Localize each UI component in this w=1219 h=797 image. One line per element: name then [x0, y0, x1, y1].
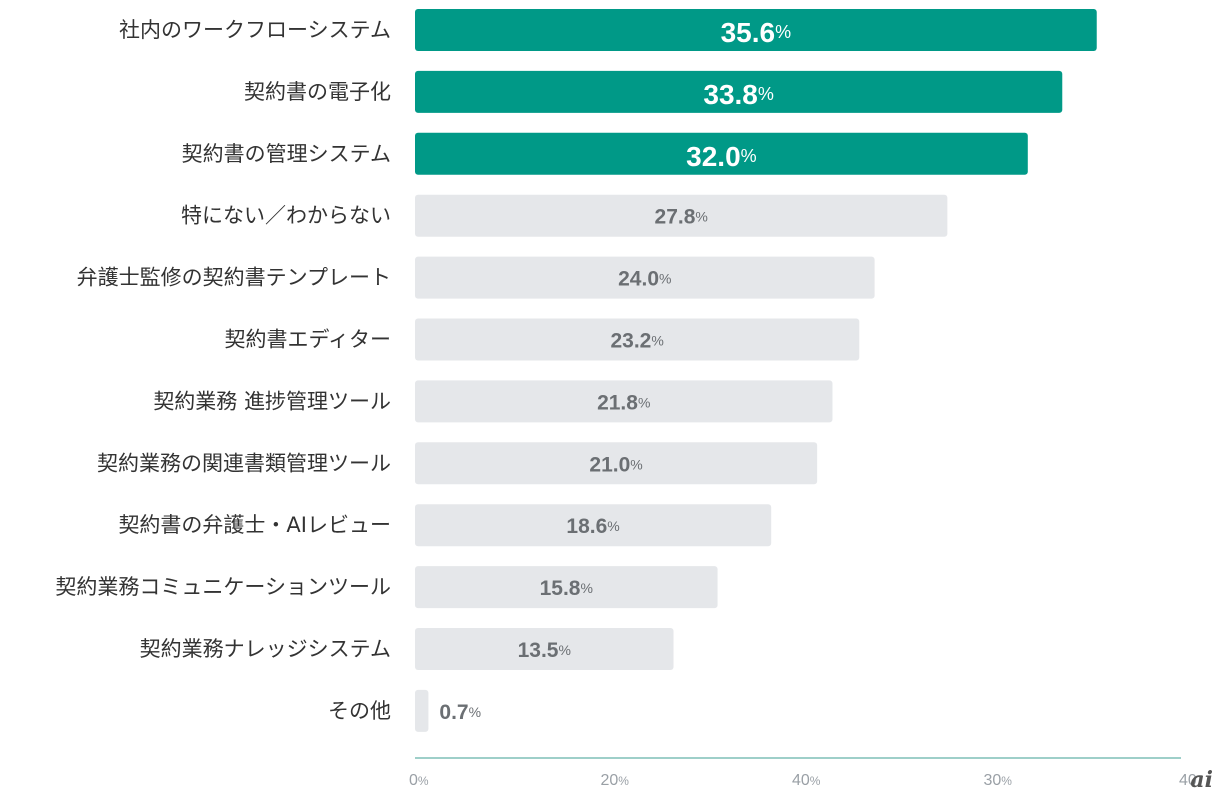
value-label: 23.2% [610, 329, 663, 352]
x-axis-ticks-layer: 0% 20% 40% 30% 40 [409, 772, 1197, 789]
category-label: 契約業務 進捗管理ツール [153, 389, 391, 413]
value-number: 21.0 [589, 453, 630, 476]
value-number: 18.6 [566, 515, 607, 538]
bar [415, 318, 860, 361]
bar [415, 256, 875, 299]
value-label: 32.0% [686, 140, 757, 171]
category-label: 契約書の弁護士・AIレビュー [118, 513, 391, 537]
x-tick-number: 40 [1179, 772, 1197, 789]
bars-layer [415, 9, 1097, 732]
value-unit: % [580, 580, 592, 596]
x-tick-label: 40% [792, 772, 821, 789]
x-tick-number: 40 [792, 772, 810, 789]
bar [415, 628, 674, 670]
x-tick-label: 40 [1179, 772, 1197, 789]
value-labels-layer: 35.6%33.8%32.0%27.8%24.0%23.2%21.8%21.0%… [439, 17, 791, 724]
x-tick-label: 0% [409, 772, 429, 789]
x-tick-number: 20 [601, 772, 619, 789]
x-tick-label: 20% [601, 772, 630, 789]
value-unit: % [659, 271, 671, 287]
value-number: 21.8 [597, 391, 638, 414]
value-label: 21.0% [589, 453, 642, 476]
value-label: 33.8% [703, 78, 774, 109]
value-number: 24.0 [618, 267, 659, 290]
value-label: 13.5% [518, 639, 571, 662]
category-label: 契約業務コミュニケーションツール [55, 575, 391, 599]
bar [415, 70, 1063, 113]
value-number: 23.2 [610, 329, 651, 352]
value-unit: % [695, 209, 707, 225]
category-label: 契約書の管理システム [182, 142, 391, 166]
bar [415, 194, 948, 237]
bar [415, 442, 818, 485]
value-number: 35.6 [721, 17, 776, 48]
value-number: 32.0 [686, 140, 741, 171]
value-unit: % [741, 146, 757, 166]
value-unit: % [469, 704, 481, 720]
value-number: 33.8 [703, 78, 758, 109]
bar [415, 380, 833, 423]
value-label: 21.8% [597, 391, 650, 414]
bar [415, 504, 772, 547]
x-tick-number: 30 [984, 772, 1002, 789]
category-label: 契約業務の関連書類管理ツール [97, 451, 391, 475]
value-number: 13.5 [518, 639, 559, 662]
value-label: 18.6% [566, 515, 619, 538]
category-label: 弁護士監修の契約書テンプレート [77, 266, 391, 290]
category-labels-layer: 社内のワークフローシステム契約書の電子化契約書の管理システム特にない／わからない… [55, 18, 391, 723]
value-unit: % [607, 518, 619, 534]
bar [415, 689, 429, 732]
value-number: 27.8 [655, 205, 696, 228]
x-tick-unit: % [1001, 774, 1012, 788]
value-label: 0.7% [439, 700, 481, 723]
value-number: 15.8 [540, 577, 581, 600]
value-unit: % [558, 642, 570, 658]
value-label: 15.8% [540, 577, 593, 600]
x-tick-label: 30% [984, 772, 1013, 789]
category-label: 社内のワークフローシステム [119, 18, 391, 42]
category-label: 契約業務ナレッジシステム [140, 637, 391, 661]
x-tick-number: 0 [409, 772, 418, 789]
category-label: その他 [328, 699, 391, 723]
category-label: 契約書の電子化 [244, 80, 391, 104]
bar [415, 566, 718, 609]
value-unit: % [630, 456, 642, 472]
bar [415, 9, 1097, 51]
value-unit: % [651, 333, 663, 349]
value-unit: % [638, 394, 650, 410]
value-unit: % [775, 22, 791, 42]
value-label: 27.8% [655, 205, 708, 228]
value-label: 24.0% [618, 267, 671, 290]
publisher-logo: ai [1190, 767, 1213, 793]
category-label: 契約書エディター [224, 328, 391, 352]
x-tick-unit: % [418, 774, 429, 788]
category-label: 特にない／わからない [181, 204, 391, 228]
x-tick-unit: % [618, 774, 629, 788]
value-unit: % [758, 84, 774, 104]
x-tick-unit: % [810, 774, 821, 788]
bar [415, 132, 1028, 175]
value-number: 0.7 [439, 700, 468, 723]
value-label: 35.6% [721, 17, 792, 48]
